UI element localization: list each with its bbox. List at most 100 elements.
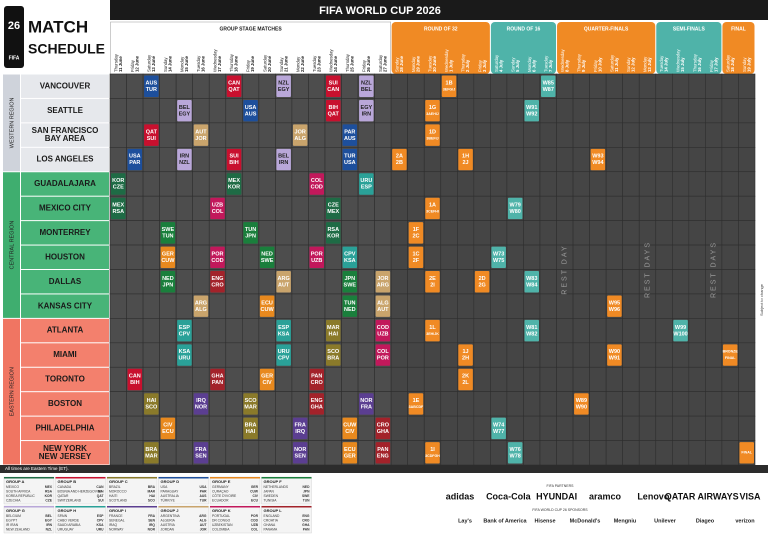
- team-name: ENGLAND: [264, 514, 281, 518]
- grid-cell: [126, 269, 144, 295]
- grid-cell: [242, 440, 260, 466]
- grid-cell: [142, 293, 160, 319]
- team: EGY: [361, 105, 373, 111]
- grid-cell: [622, 122, 640, 148]
- team: ENG: [311, 398, 323, 404]
- city-cell: [21, 367, 109, 392]
- group-name: GROUP F: [264, 479, 283, 484]
- team: BEL: [179, 105, 191, 111]
- team: 1G: [429, 105, 436, 111]
- team-code: BEL: [45, 514, 52, 518]
- grid-cell: [490, 122, 508, 148]
- match: [276, 271, 291, 293]
- grid-cell: [655, 171, 673, 197]
- team: AUT: [195, 129, 207, 135]
- grid-cell: [490, 73, 508, 99]
- team: W77: [493, 429, 504, 435]
- grid-cell: [688, 440, 706, 466]
- grid-cell: [672, 269, 690, 295]
- team-code: PAR: [200, 489, 207, 493]
- grid-cell: [523, 171, 541, 197]
- date-date: 7 July: [548, 59, 553, 72]
- grid-cell: [291, 98, 309, 124]
- grid-cell: [291, 318, 309, 344]
- grid-cell: [175, 391, 193, 417]
- match: [425, 442, 440, 464]
- grid-cell: [738, 171, 756, 197]
- match: [507, 197, 523, 220]
- team-code: CZE: [45, 498, 52, 502]
- grid-cell: [473, 415, 491, 441]
- grid-cell: [457, 293, 475, 319]
- grid-cell: [490, 98, 508, 124]
- group-name: GROUP J: [161, 508, 179, 513]
- match: [127, 368, 143, 391]
- group-accent: [210, 477, 260, 479]
- grid-cell: [258, 415, 276, 441]
- city-cell: [21, 172, 109, 196]
- team: 2D: [479, 276, 486, 282]
- group-box: [158, 505, 209, 534]
- grid-cell: [490, 269, 508, 295]
- team: CIV: [345, 429, 355, 435]
- grid-cell: [556, 195, 574, 221]
- team: IRQ: [196, 398, 207, 404]
- team: AUS: [344, 136, 356, 142]
- team-name: SOUTH AFRICA: [6, 489, 31, 493]
- team-code: CUW: [250, 489, 259, 493]
- date-day: Sunday: [163, 57, 168, 72]
- date-date: 24 June: [333, 55, 338, 72]
- grid-cell: [523, 342, 541, 368]
- grid-cell: [192, 415, 210, 441]
- stage-name: FINAL: [731, 26, 746, 32]
- city-cell: [21, 343, 109, 367]
- match: [607, 344, 622, 366]
- grid-cell: [655, 440, 673, 466]
- team: JOR: [195, 136, 206, 142]
- team: KOR: [112, 178, 124, 184]
- grid-cell: [638, 342, 657, 368]
- date-date: 17 July: [713, 57, 718, 72]
- grid-cell: [589, 366, 607, 392]
- grid-cell: [175, 73, 193, 99]
- group-accent: [210, 506, 260, 508]
- grid-cell: [490, 391, 508, 417]
- team-name: CURAÇAO: [212, 489, 229, 493]
- team: JOR: [295, 129, 306, 135]
- team: SWE: [162, 227, 175, 233]
- team-code: CIV: [253, 494, 259, 498]
- team: W95: [609, 300, 620, 306]
- date-day: Sunday: [742, 57, 747, 72]
- team: AUT: [377, 307, 389, 313]
- team: USA: [245, 105, 257, 111]
- grid-cell: [523, 440, 541, 466]
- grid-cell: [192, 195, 210, 221]
- team: BRA: [245, 423, 257, 429]
- grid-cell: [605, 318, 623, 344]
- grid-cell: [407, 195, 425, 221]
- city-name: SAN FRANCISCO: [32, 126, 99, 135]
- grid-cell: [142, 342, 160, 368]
- city-name: PHILADELPHIA: [35, 423, 94, 432]
- group-name: GROUP A: [6, 479, 25, 484]
- team-name: ARGENTINA: [161, 514, 181, 518]
- grid-cell: [308, 440, 326, 466]
- match: [276, 319, 291, 342]
- match: [342, 417, 358, 440]
- match: [359, 99, 374, 122]
- grid-cell: [225, 122, 243, 148]
- team: KOR: [228, 185, 240, 191]
- team: CAN: [228, 80, 240, 86]
- grid-cell: [655, 293, 673, 319]
- match: [458, 148, 473, 171]
- grid-cell: [275, 220, 293, 246]
- grid-cell: [275, 195, 293, 221]
- grid-cell: [556, 415, 574, 441]
- date-day: Wednesday: [444, 49, 449, 72]
- grid-cell: [589, 391, 607, 417]
- team-name: EGYPT: [6, 518, 17, 522]
- team-name: SCOTLAND: [109, 498, 128, 502]
- grid-cell: [589, 415, 607, 441]
- match: [359, 393, 374, 415]
- grid-cell: [341, 342, 359, 368]
